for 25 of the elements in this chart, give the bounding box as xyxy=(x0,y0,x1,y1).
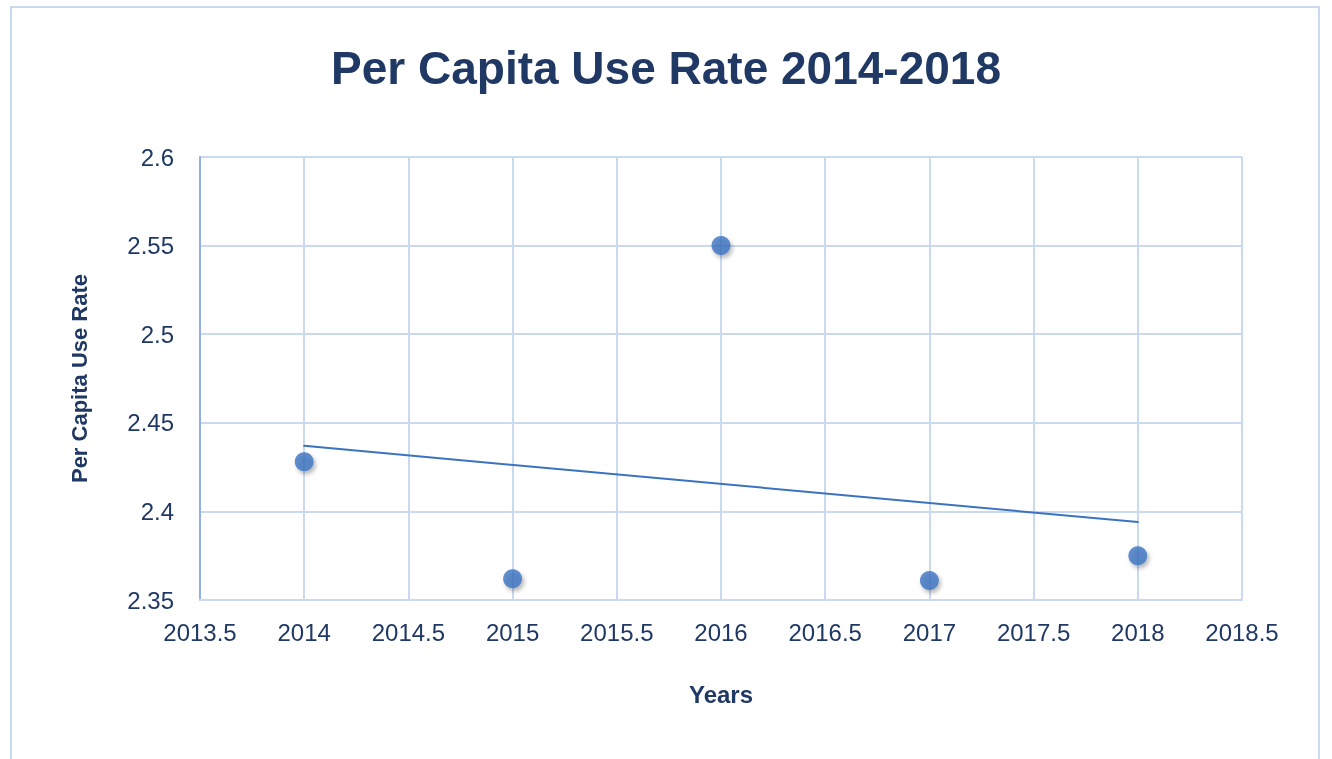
x-tick-label: 2018 xyxy=(1111,618,1165,646)
point xyxy=(294,452,314,472)
y-tick-label: 2.55 xyxy=(127,232,174,260)
point xyxy=(711,236,731,256)
x-tick-label: 2017.5 xyxy=(996,618,1071,646)
x-tick-label: 2016 xyxy=(694,618,748,646)
point xyxy=(503,569,523,589)
x-tick-label: 2015 xyxy=(485,618,540,646)
x-tick-label: 2014.5 xyxy=(371,618,446,646)
x-tick-label: 2015.5 xyxy=(580,618,654,646)
point xyxy=(919,571,939,590)
y-tick-label: 2.6 xyxy=(140,143,174,171)
point xyxy=(1128,546,1148,566)
y-tick-label: 2.35 xyxy=(127,586,174,614)
x-tick-label: 2018.5 xyxy=(1205,618,1279,646)
x-tick-label: 2013.5 xyxy=(163,618,237,646)
x-tick-label: 2017 xyxy=(902,618,957,646)
y-tick-label: 2.5 xyxy=(140,320,174,348)
x-axis-title: Years xyxy=(688,680,754,708)
x-tick-label: 2014 xyxy=(277,618,331,646)
chart-title: Per Capita Use Rate 2014-2018 xyxy=(331,42,1001,94)
y-axis-title: Per Capita Use Rate xyxy=(66,273,92,484)
y-tick-label: 2.45 xyxy=(127,409,174,437)
x-tick-label: 2016.5 xyxy=(788,618,862,646)
y-tick-label: 2.4 xyxy=(140,497,174,525)
